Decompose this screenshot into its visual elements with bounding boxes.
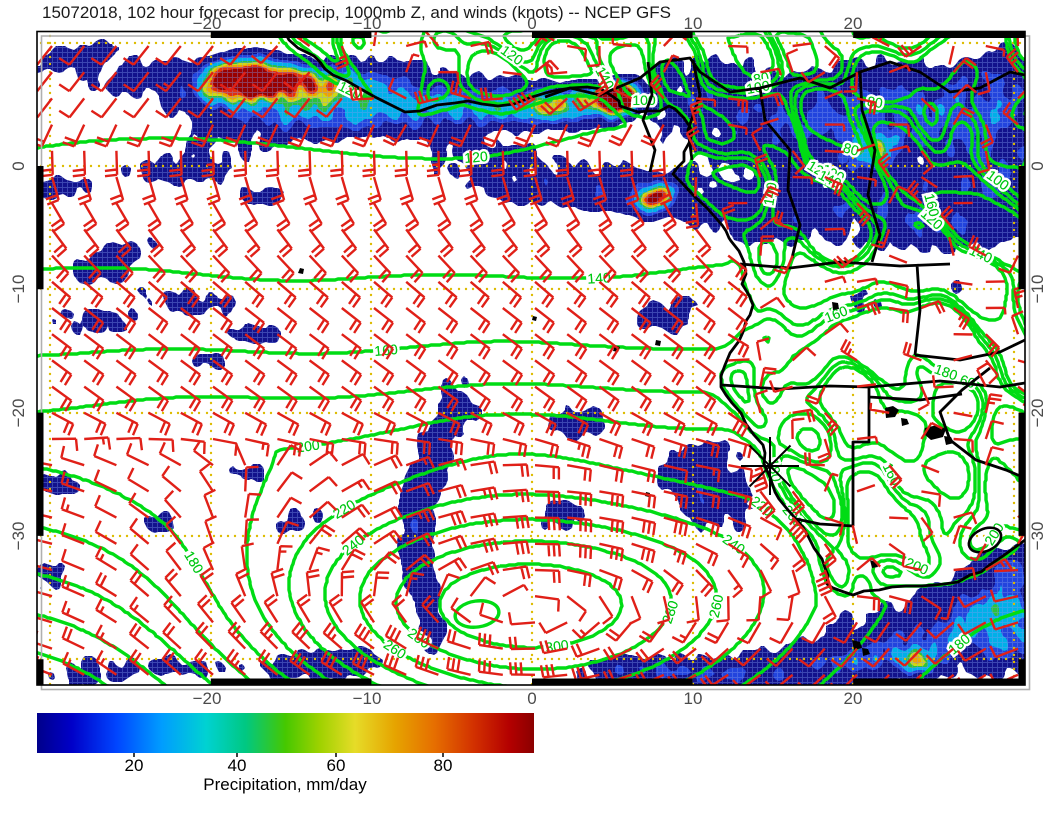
svg-text:160: 160 [950, 369, 977, 392]
svg-text:140: 140 [587, 269, 611, 286]
svg-text:140: 140 [760, 181, 779, 207]
svg-text:0: 0 [1028, 161, 1047, 170]
svg-text:−10: −10 [1028, 275, 1047, 304]
svg-text:−10: −10 [353, 689, 382, 708]
svg-text:Precipitation, mm/day: Precipitation, mm/day [203, 775, 367, 794]
svg-text:−10: −10 [353, 14, 382, 33]
svg-text:15072018, 102 hour forecast fo: 15072018, 102 hour forecast for precip, … [42, 3, 671, 22]
svg-text:60: 60 [327, 756, 346, 775]
svg-text:20: 20 [125, 756, 144, 775]
svg-text:−20: −20 [9, 399, 28, 428]
svg-text:180: 180 [932, 360, 960, 383]
svg-text:10: 10 [684, 689, 703, 708]
svg-text:40: 40 [228, 756, 247, 775]
svg-text:80: 80 [752, 69, 771, 88]
svg-text:160: 160 [921, 192, 943, 219]
svg-text:160: 160 [822, 302, 850, 325]
svg-text:80: 80 [434, 756, 453, 775]
svg-text:−30: −30 [1028, 522, 1047, 551]
svg-text:0: 0 [9, 161, 28, 170]
svg-text:260: 260 [706, 593, 727, 620]
svg-text:0: 0 [527, 14, 536, 33]
svg-text:280: 280 [659, 598, 682, 625]
svg-text:80: 80 [841, 139, 860, 159]
svg-text:0: 0 [527, 689, 536, 708]
svg-text:−10: −10 [9, 275, 28, 304]
svg-text:−20: −20 [193, 14, 222, 33]
svg-text:120: 120 [464, 148, 489, 166]
svg-text:10: 10 [684, 14, 703, 33]
svg-text:−20: −20 [1028, 399, 1047, 428]
svg-text:20: 20 [844, 689, 863, 708]
svg-text:20: 20 [844, 14, 863, 33]
svg-text:140: 140 [587, 269, 611, 286]
svg-text:−20: −20 [193, 689, 222, 708]
svg-text:−30: −30 [9, 522, 28, 551]
svg-text:140: 140 [760, 181, 779, 207]
